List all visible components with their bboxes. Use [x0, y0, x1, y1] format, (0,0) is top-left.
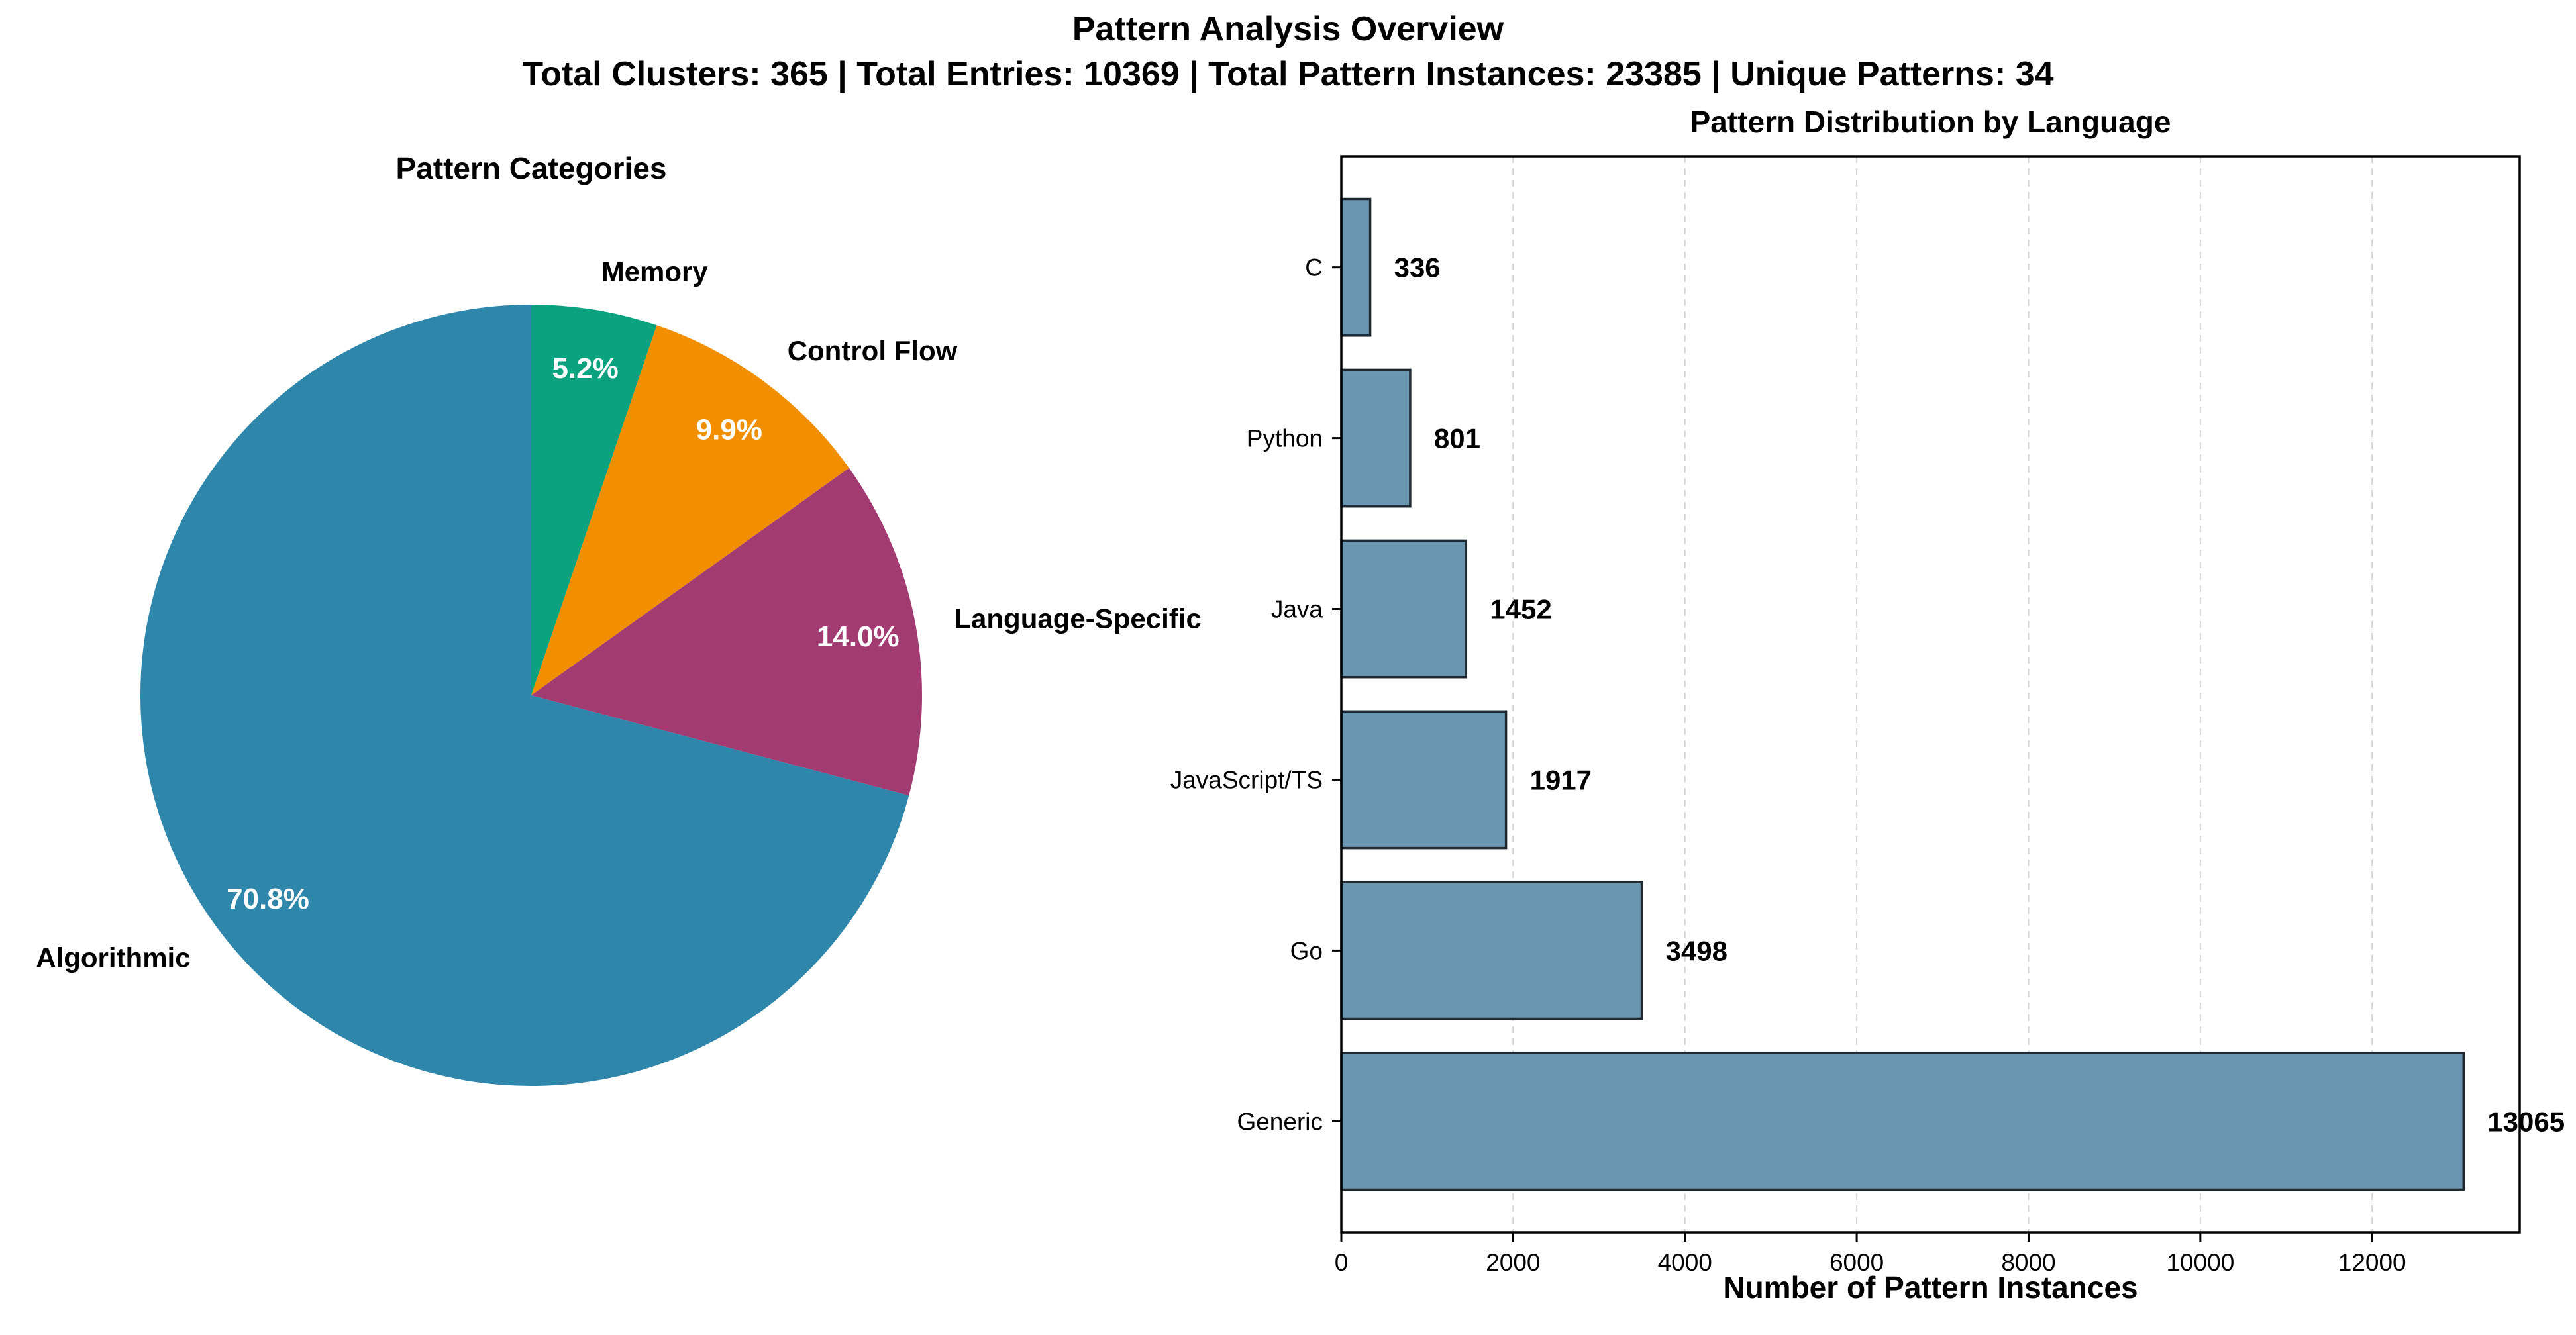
pie-chart: Pattern Categories 5.2% Memory 9.9% Control … [36, 151, 1202, 1086]
y-tick-label-c: C [1305, 254, 1323, 281]
x-tick-label-4: 8000 [2001, 1249, 2055, 1276]
pie-slice-memory [531, 305, 657, 695]
pie-pct-label-algorithmic: 70.8% [227, 883, 309, 915]
x-axis-label: Number of Pattern Instances [1723, 1270, 2138, 1305]
y-tick-label-java: Java [1271, 596, 1323, 623]
bar-title: Pattern Distribution by Language [1690, 105, 2171, 139]
bar-value-label-java: 1452 [1490, 594, 1551, 625]
bar-go [1340, 881, 1643, 1020]
pie-label-control-flow: Control Flow [788, 335, 958, 366]
x-tick-label-1: 2000 [1486, 1249, 1540, 1276]
bar-value-label-go: 3498 [1666, 935, 1727, 966]
figure-subtitle: Total Clusters: 365 | Total Entries: 103… [522, 55, 2054, 93]
pie-label-language-specific: Language-Specific [954, 603, 1201, 634]
bar-chart: Pattern Distribution by Language 13065 Gen… [1170, 105, 2565, 1305]
bar-generic [1340, 1052, 2465, 1191]
x-tick-label-3: 6000 [1829, 1249, 1884, 1276]
pie-label-algorithmic: Algorithmic [36, 942, 190, 973]
y-tick-label-python: Python [1247, 425, 1323, 452]
y-tick-label-go: Go [1290, 937, 1323, 964]
figure-title: Pattern Analysis Overview [1072, 10, 1504, 48]
pie-pct-label-language-specific: 14.0% [817, 620, 900, 653]
bar-value-label-generic: 13065 [2487, 1106, 2565, 1137]
bar-python [1340, 368, 1412, 508]
pie-label-memory: Memory [601, 256, 709, 287]
bar-axes-frame [1340, 155, 2521, 1234]
x-tick-label-2: 4000 [1658, 1249, 1712, 1276]
bar-java [1340, 539, 1468, 679]
pie-pct-label-memory: 5.2% [552, 352, 618, 385]
pie-slice-control-flow [531, 325, 849, 695]
pie-slice-algorithmic [140, 305, 909, 1086]
bar-javascript-ts [1340, 710, 1508, 850]
pie-title: Pattern Categories [395, 151, 666, 185]
x-tick-label-6: 12000 [2338, 1249, 2406, 1276]
bar-value-label-python: 801 [1434, 423, 1480, 454]
bar-value-label-javascript-ts: 1917 [1530, 765, 1592, 796]
pie-pct-label-control-flow: 9.9% [696, 413, 762, 446]
x-tick-label-5: 10000 [2166, 1249, 2234, 1276]
bar-c [1340, 197, 1372, 337]
pie-slice-language-specific [531, 468, 922, 796]
bar-value-label-c: 336 [1394, 252, 1441, 283]
y-tick-label-generic: Generic [1237, 1108, 1323, 1135]
x-tick-label-0: 0 [1335, 1249, 1349, 1276]
y-tick-label-javascript-ts: JavaScript/TS [1170, 767, 1323, 794]
